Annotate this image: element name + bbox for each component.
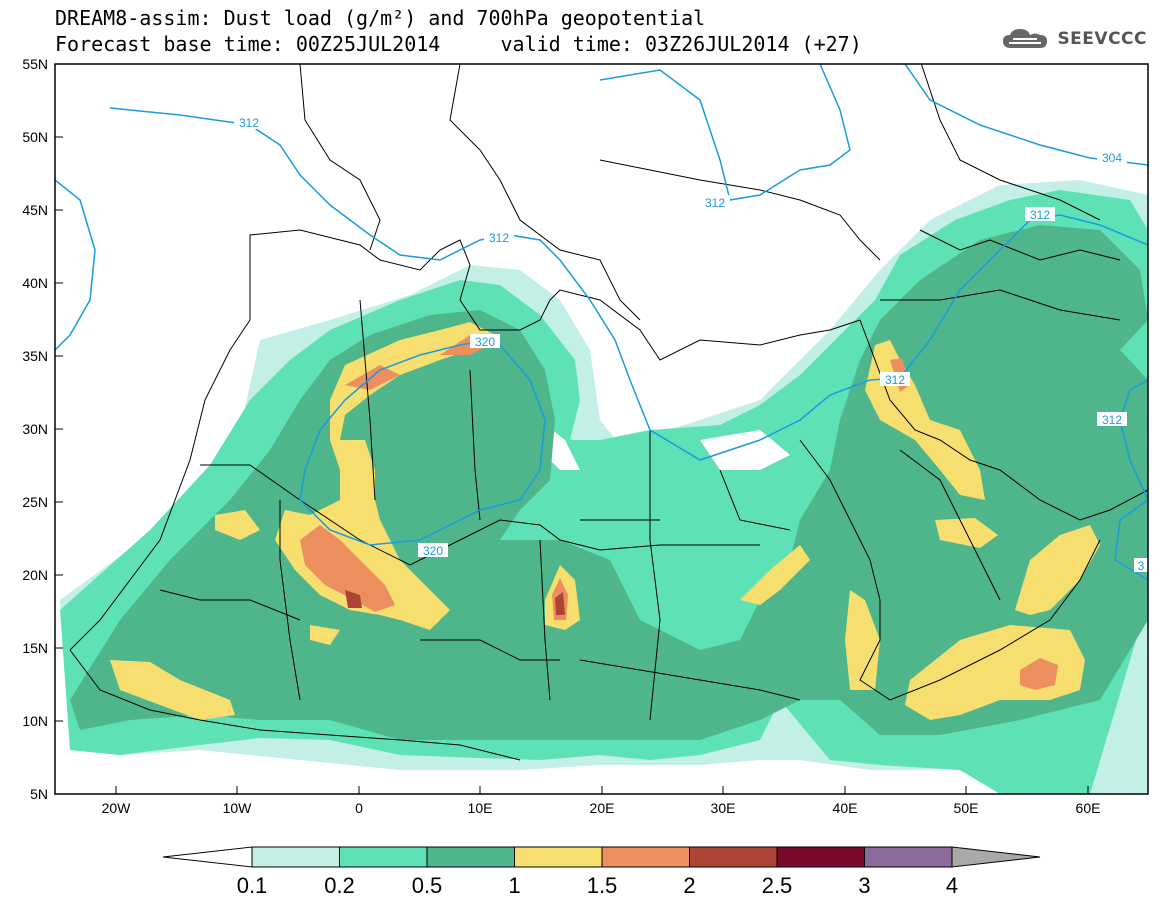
contour-labels: 312 312 312 312 312 312 304 320 320 3 [234, 115, 1148, 573]
map-title-line1: DREAM8-assim: Dust load (g/m²) and 700hP… [55, 6, 706, 30]
contour-label-312: 312 [234, 115, 264, 130]
geopotential-contours [55, 64, 1148, 581]
colorbar-segment [514, 846, 603, 868]
colorbar-under-arrow [162, 846, 253, 868]
lat-tick-label: 10N [22, 713, 48, 729]
contour-label-320: 320 [418, 543, 448, 558]
svg-text:312: 312 [239, 116, 259, 130]
lon-tick-label: 10E [468, 800, 493, 816]
dust-level-1 [110, 660, 235, 720]
dust-level-1 [740, 545, 810, 605]
svg-text:312: 312 [885, 373, 905, 387]
colorbar-segment [689, 846, 778, 868]
svg-text:320: 320 [475, 335, 495, 349]
contour-label-320: 320 [470, 334, 500, 349]
dust-level-1 [905, 625, 1085, 720]
dust-level-1-5 [1020, 658, 1058, 690]
svg-text:312: 312 [489, 231, 509, 245]
coastlines [69, 64, 1148, 761]
seevccc-logo: SEEVCCC [1001, 26, 1147, 52]
dust-level-1 [845, 590, 880, 690]
lat-tick-label: 40N [22, 275, 48, 291]
colorbar-segment [864, 846, 953, 868]
colorbar-label: 0.1 [237, 873, 268, 898]
latitude-axis: 55N 50N 45N 40N 35N 30N 25N 20N 15N 10N … [22, 56, 63, 802]
dust-gap [700, 430, 790, 470]
contour-label-312: 312 [1097, 412, 1127, 427]
dust-level-1-5 [300, 525, 395, 612]
svg-text:312: 312 [1030, 208, 1050, 222]
longitude-axis: 20W 10W 0 10E 20E 30E 40E 50E 60E [102, 786, 1101, 816]
svg-text:304: 304 [1102, 151, 1122, 165]
colorbar-label: 2 [683, 873, 695, 898]
lon-tick-label: 0 [355, 800, 363, 816]
lat-tick-label: 30N [22, 421, 48, 437]
colorbar-label: 1 [508, 873, 520, 898]
svg-text:3: 3 [1138, 559, 1145, 573]
lon-tick-label: 30E [711, 800, 736, 816]
contour-label-3: 3 [1134, 558, 1148, 573]
lon-tick-label: 40E [833, 800, 858, 816]
lat-tick-label: 45N [22, 202, 48, 218]
colorbar-segment [339, 846, 428, 868]
lat-tick-label: 15N [22, 640, 48, 656]
lon-tick-label: 50E [954, 800, 979, 816]
colorbar-segment [426, 846, 515, 868]
colorbar-label: 0.5 [412, 873, 443, 898]
colorbar-label: 0.2 [324, 873, 355, 898]
lat-tick-label: 35N [22, 348, 48, 364]
logo-text: SEEVCCC [1057, 29, 1147, 49]
colorbar-label: 4 [946, 873, 958, 898]
map-title-line2: Forecast base time: 00Z25JUL2014 valid t… [55, 32, 862, 56]
colorbar-label: 1.5 [587, 873, 618, 898]
lon-tick-label: 10W [223, 800, 253, 816]
colorbar-over-arrow [951, 846, 1041, 868]
dust-level-1 [1015, 525, 1100, 615]
lon-tick-label: 20E [590, 800, 615, 816]
dust-level-2 [555, 592, 565, 615]
svg-text:312: 312 [705, 196, 725, 210]
cloud-icon [1003, 29, 1048, 48]
dust-level-2 [345, 590, 362, 608]
dust-level-1 [310, 625, 340, 645]
lon-tick-label: 20W [102, 800, 132, 816]
dust-level-1-5 [345, 365, 400, 390]
dust-field [60, 180, 1148, 794]
contour-label-312: 312 [484, 230, 514, 245]
contour-label-312: 312 [880, 372, 910, 387]
colorbar-segment [251, 846, 340, 868]
lon-tick-label: 60E [1076, 800, 1101, 816]
colorbar-label: 3 [858, 873, 870, 898]
contour-label-304: 304 [1097, 150, 1127, 165]
svg-text:320: 320 [423, 544, 443, 558]
lat-tick-label: 55N [22, 56, 48, 72]
colorbar-segment [776, 846, 865, 868]
lat-tick-label: 50N [22, 129, 48, 145]
dust-level-1 [215, 510, 260, 540]
colorbar: 0.1 0.2 0.5 1 1.5 2 2.5 3 4 [162, 846, 1041, 898]
lat-tick-label: 20N [22, 567, 48, 583]
colorbar-segment [601, 846, 690, 868]
lat-tick-label: 5N [30, 786, 48, 802]
contour-label-312: 312 [700, 195, 730, 210]
contour-label-312: 312 [1025, 207, 1055, 222]
svg-text:312: 312 [1102, 413, 1122, 427]
colorbar-label: 2.5 [762, 873, 793, 898]
lat-tick-label: 25N [22, 494, 48, 510]
